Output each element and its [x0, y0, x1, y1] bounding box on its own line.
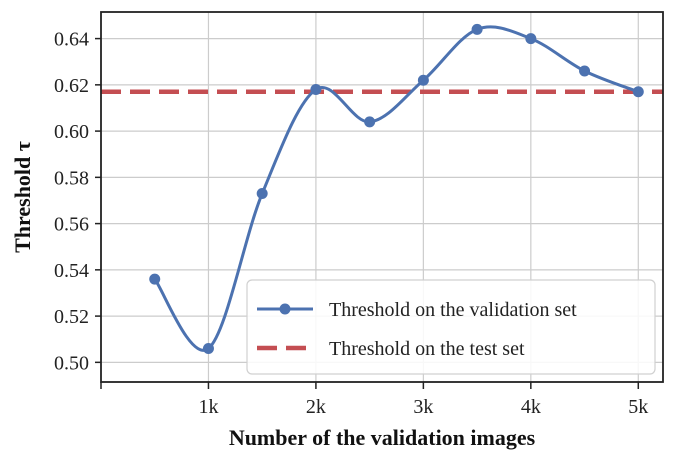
y-tick-label: 0.64: [54, 29, 89, 51]
y-tick-label: 0.50: [54, 352, 89, 374]
validation-point: [310, 83, 322, 95]
validation-point: [579, 65, 591, 77]
ticks: 0.50 0.52 0.54 0.56 0.58 0.60 0.62 0.64 1k 2k 3k 4k…: [54, 29, 648, 418]
validation-point: [525, 33, 537, 45]
x-tick-label: 3k: [413, 396, 433, 418]
x-axis-title: Number of the validation images: [229, 425, 536, 450]
y-tick-label: 0.60: [54, 121, 89, 143]
legend-box: [246, 279, 656, 375]
y-tick-label: 0.62: [54, 75, 89, 97]
validation-point: [364, 116, 376, 128]
validation-point: [471, 23, 483, 35]
y-tick-label: 0.52: [54, 306, 89, 328]
plot-frame: [100, 11, 664, 383]
y-axis-title: Threshold τ: [10, 141, 35, 253]
validation-point: [202, 342, 214, 354]
legend-validation-label: Threshold on the validation set: [329, 299, 577, 321]
x-tick-label: 4k: [521, 396, 541, 418]
validation-point: [149, 273, 161, 285]
y-tick-label: 0.56: [54, 214, 89, 236]
y-tick-label: 0.54: [54, 260, 89, 282]
legend: Threshold on the validation set Threshold…: [246, 279, 656, 375]
validation-point: [417, 74, 429, 86]
x-tick-label: 2k: [306, 396, 326, 418]
x-tick-label: 5k: [628, 396, 648, 418]
validation-point: [256, 188, 268, 200]
x-tick-label: 1k: [198, 396, 218, 418]
legend-test-label: Threshold on the test set: [329, 338, 525, 360]
plot-area: [101, 23, 663, 354]
legend-validation-marker: [279, 303, 291, 315]
y-tick-label: 0.58: [54, 167, 89, 189]
validation-point: [632, 86, 644, 98]
